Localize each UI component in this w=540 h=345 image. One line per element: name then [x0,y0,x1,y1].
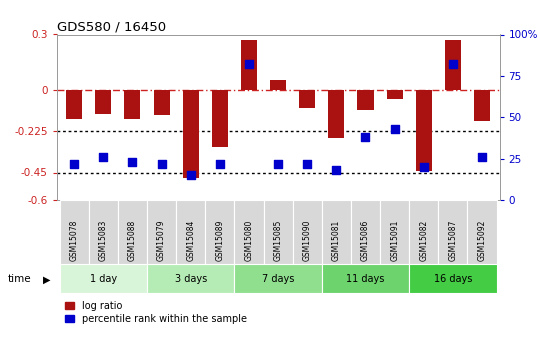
Bar [351,200,380,264]
Bar [270,80,286,90]
Point [361,135,370,140]
Bar [59,200,89,264]
Bar [357,90,374,110]
Point [420,164,428,170]
Text: GSM15091: GSM15091 [390,220,399,262]
Legend: log ratio, percentile rank within the sample: log ratio, percentile rank within the sa… [62,297,251,328]
Point [99,154,107,160]
Point [390,126,399,132]
Text: 7 days: 7 days [262,274,294,284]
Bar [474,90,490,121]
Point [274,161,282,166]
Text: GSM15090: GSM15090 [303,220,312,262]
Bar [322,264,409,293]
Text: 3 days: 3 days [174,274,207,284]
Bar [234,200,264,264]
Bar [66,90,82,119]
Bar [89,200,118,264]
Bar [234,264,322,293]
Point [478,154,487,160]
Text: GSM15084: GSM15084 [186,220,195,262]
Bar [409,200,438,264]
Text: GSM15089: GSM15089 [215,220,224,262]
Bar [95,90,111,114]
Bar [176,200,205,264]
Point [128,159,137,165]
Point [215,161,224,166]
Bar [212,90,228,147]
Text: GSM15085: GSM15085 [274,220,282,262]
Bar [445,40,461,90]
Point [449,61,457,67]
Text: GSM15082: GSM15082 [419,220,428,262]
Bar [328,90,345,138]
Point [186,172,195,178]
Bar [299,90,315,108]
Bar [264,200,293,264]
Bar [59,264,147,293]
Text: GSM15081: GSM15081 [332,220,341,262]
Bar [153,90,170,116]
Point [157,161,166,166]
Bar [409,264,497,293]
Bar [147,264,234,293]
Text: 16 days: 16 days [434,274,472,284]
Bar [416,90,432,171]
Text: GSM15087: GSM15087 [448,220,457,262]
Point [332,168,341,173]
Text: GSM15083: GSM15083 [99,220,108,262]
Bar [147,200,176,264]
Point [303,161,312,166]
Text: GDS580 / 16450: GDS580 / 16450 [57,20,166,33]
Text: 1 day: 1 day [90,274,117,284]
Text: time: time [8,274,32,284]
Bar [468,200,497,264]
Point [245,61,253,67]
Text: GSM15079: GSM15079 [157,220,166,262]
Text: GSM15078: GSM15078 [70,220,79,262]
Bar [438,200,468,264]
Bar [241,40,257,90]
Text: GSM15086: GSM15086 [361,220,370,262]
Bar [124,90,140,119]
Text: 11 days: 11 days [346,274,384,284]
Bar [387,90,403,99]
Bar [183,90,199,178]
Bar [205,200,234,264]
Text: ▶: ▶ [43,275,51,285]
Bar [322,200,351,264]
Bar [293,200,322,264]
Point [70,161,78,166]
Bar [118,200,147,264]
Text: GSM15088: GSM15088 [128,220,137,262]
Text: GSM15092: GSM15092 [477,220,487,262]
Bar [380,200,409,264]
Text: GSM15080: GSM15080 [245,220,253,262]
